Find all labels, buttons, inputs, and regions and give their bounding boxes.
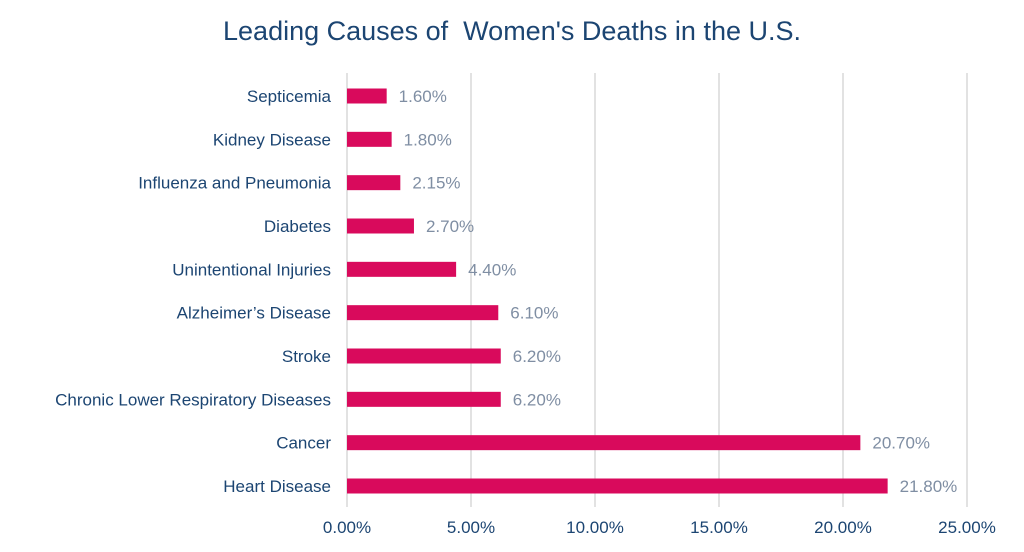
bar — [347, 131, 392, 147]
category-label: Septicemia — [247, 87, 332, 106]
category-labels: Septicemia Kidney Disease Influenza and Pn… — [55, 87, 331, 496]
bar — [347, 348, 501, 364]
bar — [347, 261, 457, 277]
data-label: 2.70% — [426, 217, 474, 236]
x-tick-label: 5.00% — [447, 518, 495, 537]
chart-title: Leading Causes of Women's Deaths in the … — [223, 16, 801, 46]
data-label: 6.10% — [510, 304, 558, 323]
category-label: Cancer — [276, 434, 331, 453]
category-label: Chronic Lower Respiratory Diseases — [55, 390, 331, 409]
data-label: 4.40% — [468, 260, 516, 279]
bar — [347, 435, 861, 451]
data-label: 21.80% — [900, 477, 958, 496]
data-label: 20.70% — [872, 434, 930, 453]
gridlines — [346, 73, 968, 507]
data-label: 6.20% — [513, 347, 561, 366]
x-axis-ticks: 0.00% 5.00% 10.00% 15.00% 20.00% 25.00% — [323, 518, 996, 537]
category-label: Unintentional Injuries — [172, 260, 331, 279]
bar — [347, 478, 888, 494]
data-label: 1.60% — [399, 87, 447, 106]
category-label: Heart Disease — [223, 477, 331, 496]
x-tick-label: 20.00% — [814, 518, 872, 537]
data-labels: 1.60% 1.80% 2.15% 2.70% 4.40% 6.10% 6.20% 6.20%… — [399, 87, 958, 496]
category-label: Alzheimer’s Disease — [177, 304, 331, 323]
bar — [347, 218, 414, 234]
bar — [347, 175, 401, 191]
data-label: 1.80% — [404, 130, 452, 149]
x-tick-label: 10.00% — [566, 518, 624, 537]
category-label: Influenza and Pneumonia — [138, 174, 331, 193]
bars — [347, 88, 888, 494]
category-label: Kidney Disease — [213, 130, 331, 149]
x-tick-label: 15.00% — [690, 518, 748, 537]
data-label: 6.20% — [513, 390, 561, 409]
category-label: Stroke — [282, 347, 331, 366]
x-tick-label: 25.00% — [938, 518, 996, 537]
bar — [347, 305, 499, 321]
data-label: 2.15% — [412, 174, 460, 193]
bar — [347, 88, 387, 104]
category-label: Diabetes — [264, 217, 331, 236]
bar — [347, 391, 501, 407]
x-tick-label: 0.00% — [323, 518, 371, 537]
